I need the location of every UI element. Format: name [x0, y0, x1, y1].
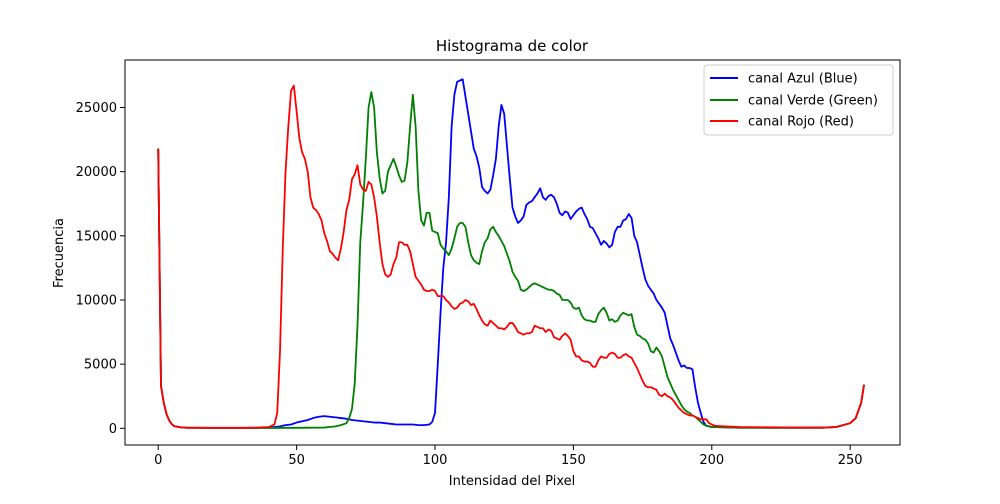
y-tick-label: 5000 [84, 358, 117, 373]
legend: canal Azul (Blue) canal Verde (Green) ca… [703, 64, 894, 136]
legend-label-red: canal Rojo (Red) [748, 115, 854, 130]
x-tick-label: 200 [699, 453, 724, 468]
x-tick-label: 50 [288, 453, 305, 468]
series-layer [157, 78, 865, 429]
y-tick-label: 0 [109, 422, 117, 437]
x-tick-label: 100 [423, 453, 448, 468]
plot-frame [124, 59, 901, 446]
x-tick-label: 150 [561, 453, 586, 468]
y-tick-label: 25000 [76, 101, 117, 116]
x-tick-label: 0 [154, 453, 162, 468]
chart-title: Histograma de color [436, 37, 589, 55]
x-tick-label: 250 [838, 453, 863, 468]
x-axis-ticks: 0 50 100 150 200 250 [154, 445, 863, 468]
y-axis-ticks: 0 5000 10000 15000 20000 25000 [76, 101, 125, 437]
y-tick-label: 10000 [76, 293, 117, 308]
y-axis-title: Frecuencia [52, 218, 67, 288]
y-tick-label: 20000 [76, 165, 117, 180]
legend-label-green: canal Verde (Green) [748, 94, 878, 109]
series-line-red [157, 84, 865, 429]
legend-box [703, 64, 894, 136]
series-line-green [157, 91, 865, 429]
x-axis-title: Intensidad del Pixel [449, 474, 575, 489]
legend-label-blue: canal Azul (Blue) [748, 72, 858, 87]
y-tick-label: 15000 [76, 229, 117, 244]
